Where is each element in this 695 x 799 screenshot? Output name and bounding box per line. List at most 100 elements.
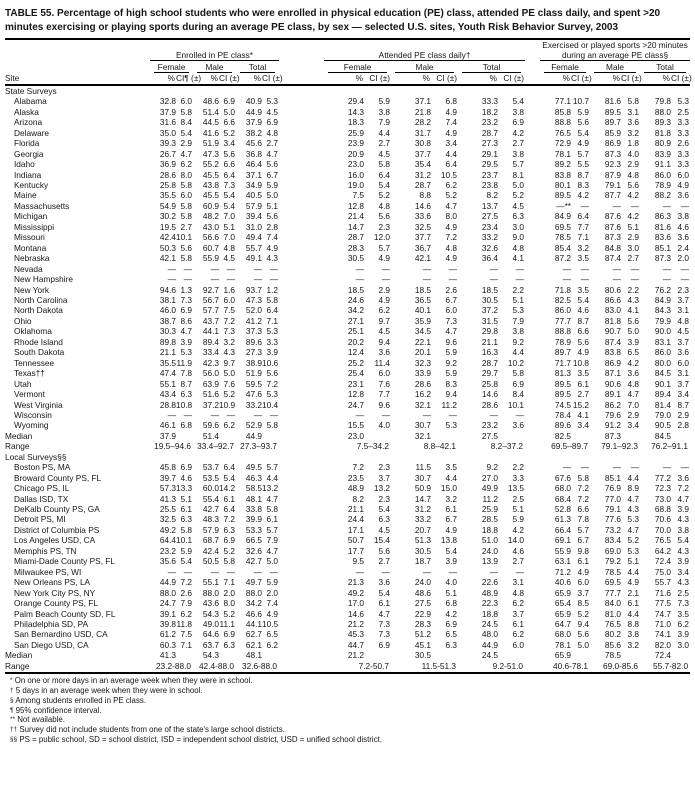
value-cell: 5.3 [677,96,690,107]
value-cell: 5.1 [223,221,235,232]
value-cell: — [612,263,622,274]
value-cell: 3.5 [445,462,458,473]
value-cell: 4.9 [445,524,458,535]
value-cell: 42.4-88.0 [193,660,236,675]
value-cell: — [515,409,525,420]
site-cell: Mississippi [14,221,55,232]
value-cell: 4.2 [512,524,525,535]
value-cell: 47.6 [245,389,262,400]
table-row: Miami-Dade County PS, FL 35.6 5.4 50.5 5.8 42… [5,556,690,566]
gap-cell [279,577,324,587]
value-cell: 42.1 [159,253,176,264]
value-cell: 4.5 [378,326,391,337]
value-cell: 90.7 [604,326,622,337]
value-cell: 86.0 [554,305,572,316]
footnote-text: On one or more days in an average week w… [14,676,253,686]
value-cell: 6.6 [223,117,235,128]
value-cell: 9.7 [223,357,235,368]
range-row: Range 23.2-88.0 42.4-88.0 32.6-88.0 7.2-50.7… [5,660,691,675]
value-cell: 78.4 [554,409,572,420]
value-cell: 21.3 [347,577,365,588]
value-cell: 84.8 [604,242,622,253]
value-cell: 5.6 [266,368,279,379]
table-row: Philadelphia SD, PA 39.8 11.8 49.0 11.1 44.1 1… [5,619,690,629]
value-cell: 48.6 [414,587,432,598]
value-cell: 72.4 [654,556,672,567]
value-cell: 55.9 [202,253,219,264]
value-cell: 30.3 [159,326,176,337]
value-cell: 5.3 [512,305,525,316]
value-cell: 35.0 [159,127,176,138]
value-cell: 88.0 [159,587,176,598]
value-cell: 5.3 [445,420,458,431]
gap-cell [279,660,325,675]
value-cell: 57.3 [159,483,176,494]
value-cell: 37.7 [414,232,432,243]
value-cell [621,431,640,441]
gap-cell [279,567,324,577]
value-cell: 37.3 [245,326,262,337]
value-cell: 45.6 [245,138,262,149]
value-cell: 7.3 [378,629,391,640]
value-cell: 4.3 [627,504,640,515]
value-cell: 18.5 [347,284,365,295]
value-cell: 6.0 [378,368,391,379]
value-cell: 4.7 [445,326,458,337]
value-cell: 9.2 [445,357,458,368]
value-cell: 29.8 [481,326,499,337]
table-row: Maine 35.5 6.0 45.5 5.4 40.5 5.0 7.5 5.2 8.8 5.2 8.… [5,190,690,200]
value-cell: 10.7 [572,96,590,107]
value-cell: 5.2 [223,127,235,138]
section-label: Local Surveys§§ [5,451,67,462]
value-cell: 12.8 [347,389,365,400]
value-cell: 5.9 [266,179,279,190]
value-cell: 10.1 [176,232,193,243]
table-row: Michigan 30.2 5.8 48.2 7.0 39.4 5.6 21.4 5.6 33.6… [5,211,690,221]
value-cell: 5.8 [577,472,590,483]
value-cell: 3.3 [266,336,279,347]
value-cell: 7.9 [266,535,279,546]
value-cell: 12.0 [373,232,391,243]
gap-cell [525,410,540,420]
value-cell: 5.2 [223,545,235,556]
value-cell: 76.5 [604,619,622,630]
gap-cell [525,504,540,514]
value-cell: 46.0 [159,305,176,316]
value-cell: 69.5–89.7 [551,441,589,452]
value-cell: 42.3 [202,357,219,368]
value-cell: 17.1 [347,524,365,535]
value-cell: 3.2 [627,639,640,650]
value-cell: 8.7 [577,315,590,326]
value-cell: 41.2 [245,315,262,326]
value-cell: 61.2 [159,629,176,640]
value-cell: 18.8 [481,608,499,619]
value-cell: 7.4 [266,598,279,609]
value-cell: 39.1 [159,608,176,619]
value-cell: 4.9 [577,566,590,577]
value-cell: 5.7 [266,524,279,535]
value-cell: 45.8 [159,462,176,473]
value-cell: 31.7 [414,127,432,138]
value-cell: 4.9 [445,106,458,117]
value-cell: 7.1 [223,577,235,588]
site-cell: Idaho [14,159,35,170]
value-cell: 89.5 [554,389,572,400]
gap-cell [279,211,324,221]
gap-cell [525,473,540,483]
value-cell: — [355,274,365,285]
gap-cell [279,73,325,86]
value-cell: 33.9 [414,368,432,379]
value-cell: 7.3 [677,598,690,609]
value-cell: — [489,409,499,420]
sex-header-label: Female [154,62,189,74]
value-cell: 74.7 [654,608,672,619]
value-cell: 5.4 [512,96,525,107]
table-row: Wisconsin — — — — — — — — — — — — 78.4 4.1 79.6 2.9 79.0 2… [5,410,690,420]
value-cell: 47.3 [245,294,262,305]
value-cell: 5.4 [378,504,391,515]
value-cell: 5.1 [627,221,640,232]
value-cell: 81.4 [654,399,672,410]
value-cell: 92.7 [202,284,219,295]
value-cell: 80.2 [604,629,622,640]
value-cell: 44.1 [202,326,219,337]
